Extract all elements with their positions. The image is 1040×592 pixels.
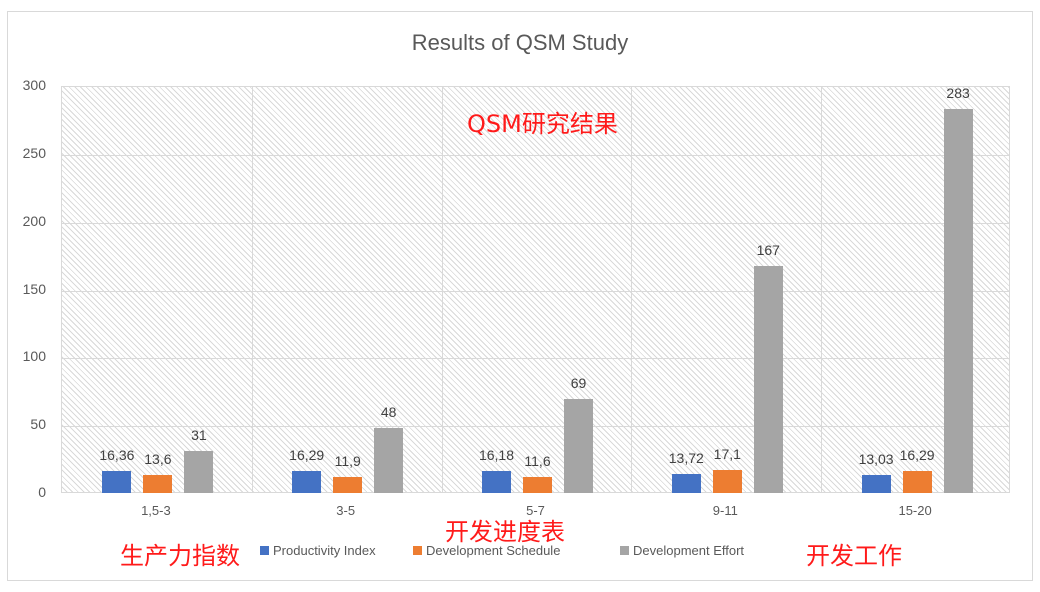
legend-label: Productivity Index xyxy=(273,543,376,558)
x-tick-label: 3-5 xyxy=(336,503,356,518)
gridline-vertical xyxy=(631,87,633,492)
gridline-horizontal xyxy=(62,358,1009,360)
x-tick-label: 5-7 xyxy=(526,503,545,518)
gridline-vertical xyxy=(441,87,443,492)
data-label: 167 xyxy=(756,242,780,259)
annotation-effort-cn: 开发工作 xyxy=(806,542,902,570)
legend-item-productivity-index[interactable]: Productivity Index xyxy=(260,543,376,558)
y-tick-label: 200 xyxy=(22,212,46,229)
legend-swatch-icon xyxy=(620,546,629,555)
data-label: 16,36 xyxy=(99,446,135,463)
bar-development-effort[interactable] xyxy=(374,427,404,493)
legend-label: Development Effort xyxy=(633,543,745,558)
x-tick-label: 15-20 xyxy=(898,503,932,518)
data-label: 16,18 xyxy=(478,447,515,464)
bar-productivity-index[interactable] xyxy=(292,470,322,493)
data-label: 16,29 xyxy=(289,446,325,463)
gridline-horizontal xyxy=(62,426,1009,428)
y-tick-label: 150 xyxy=(22,280,46,297)
x-tick-label: 1,5-3 xyxy=(141,503,171,518)
y-tick-label: 250 xyxy=(22,144,46,161)
chart-title: Results of QSM Study xyxy=(411,30,629,55)
annotation-schedule-cn: 开发进度表 xyxy=(445,518,565,546)
bar-development-effort[interactable] xyxy=(564,399,593,493)
bar-productivity-index[interactable] xyxy=(671,474,701,493)
legend-item-development-effort[interactable]: Development Effort xyxy=(620,543,744,558)
data-label: 283 xyxy=(946,85,970,102)
data-label: 16,29 xyxy=(899,446,935,463)
data-label: 11,9 xyxy=(334,452,361,469)
bar-development-schedule[interactable] xyxy=(143,474,173,493)
y-tick-label: 300 xyxy=(22,77,46,93)
data-label: 11,6 xyxy=(524,453,551,470)
gridline-vertical xyxy=(251,87,253,492)
bar-development-schedule[interactable] xyxy=(333,476,363,493)
bar-development-schedule[interactable] xyxy=(902,470,932,493)
data-label: 13,72 xyxy=(668,450,704,467)
y-tick-label: 0 xyxy=(38,484,46,500)
x-tick-label: 9-11 xyxy=(712,503,738,518)
gridline-horizontal xyxy=(62,290,1009,292)
legend-label: Development Schedule xyxy=(426,543,561,558)
gridline-vertical xyxy=(821,87,823,492)
annotation-productivity-cn: 生产力指数 xyxy=(120,542,240,570)
legend-item-development-schedule[interactable]: Development Schedule xyxy=(413,543,560,558)
bar-development-effort[interactable] xyxy=(943,109,973,493)
bar-productivity-index[interactable] xyxy=(102,470,132,493)
data-label: 13,03 xyxy=(858,451,894,468)
data-label: 17,1 xyxy=(713,445,741,462)
bar-development-effort[interactable] xyxy=(753,266,783,493)
bar-productivity-index[interactable] xyxy=(482,471,511,493)
y-tick-label: 50 xyxy=(30,416,46,433)
data-label: 13,6 xyxy=(144,450,172,467)
gridline-horizontal xyxy=(62,154,1009,156)
plot-area xyxy=(61,86,1010,493)
data-label: 48 xyxy=(380,403,397,420)
data-label: 69 xyxy=(570,375,587,392)
data-label: 31 xyxy=(191,426,207,443)
legend-swatch-icon xyxy=(260,546,269,555)
annotation-title-cn: QSM研究结果 xyxy=(467,110,618,138)
y-tick-label: 100 xyxy=(22,348,46,365)
bar-development-effort[interactable] xyxy=(184,450,214,493)
bar-development-schedule[interactable] xyxy=(523,477,552,493)
legend-swatch-icon xyxy=(413,546,422,555)
gridline-horizontal xyxy=(62,222,1009,224)
bar-development-schedule[interactable] xyxy=(712,469,742,493)
bar-productivity-index[interactable] xyxy=(861,475,891,493)
